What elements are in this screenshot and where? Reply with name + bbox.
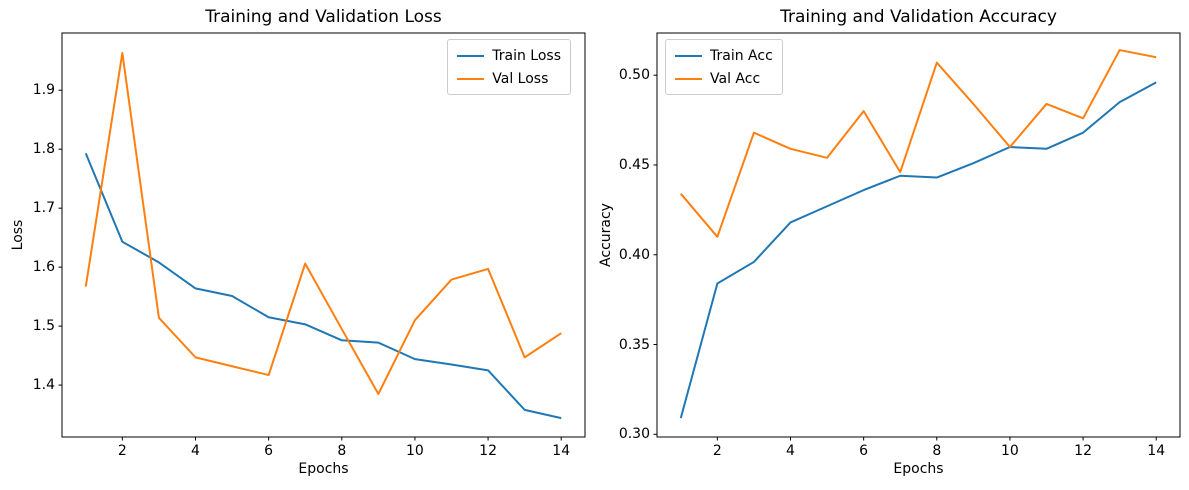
y-tick-label: 1.4 — [32, 377, 55, 394]
x-tick-label: 6 — [859, 443, 869, 459]
x-tick-label: 8 — [932, 443, 942, 459]
x-tick-label: 10 — [406, 443, 424, 459]
train-acc-line — [679, 81, 1157, 419]
legend-label: Val Loss — [492, 70, 549, 87]
y-tick-label: 0.30 — [618, 426, 650, 443]
val-acc-line — [680, 49, 1157, 238]
legend-entry: Val Acc — [675, 67, 773, 90]
y-tick-label: 1.6 — [32, 259, 55, 276]
x-tick-label: 8 — [337, 443, 347, 459]
x-tick-label: 10 — [1001, 443, 1019, 459]
val-loss-line — [84, 52, 562, 395]
y-tick-label: 1.5 — [32, 318, 55, 335]
legend-entry: Train Loss — [457, 44, 561, 67]
x-tick-label: 12 — [1074, 443, 1092, 459]
x-tick-label: 14 — [552, 443, 571, 459]
loss-plot-area — [58, 32, 586, 441]
y-tick-label: 0.50 — [618, 67, 650, 84]
legend-line-swatch — [457, 77, 485, 80]
legend: Train Acc Val Acc — [665, 39, 783, 95]
loss-chart: Training and Validation Loss Loss Epochs… — [10, 7, 586, 477]
accuracy-chart: Training and Validation Accuracy Accurac… — [595, 0, 1189, 490]
x-tick-label: 4 — [786, 443, 795, 459]
y-tick-label: 1.7 — [32, 200, 55, 217]
x-tick-label: 4 — [191, 443, 200, 459]
chart-title: Training and Validation Accuracy — [780, 7, 1057, 27]
x-tick-label: 2 — [117, 443, 127, 459]
legend: Train Loss Val Loss — [447, 39, 571, 95]
y-tick-label: 1.8 — [32, 141, 55, 158]
legend-line-swatch — [675, 54, 702, 57]
plot-frame — [656, 32, 1181, 438]
plot-frame — [61, 32, 586, 438]
legend-entry: Val Loss — [457, 67, 561, 90]
x-tick-label: 2 — [712, 443, 722, 459]
train-loss-line — [84, 152, 562, 420]
accuracy-plot-area — [653, 32, 1181, 441]
chart-title: Training and Validation Loss — [205, 7, 442, 27]
legend-entry: Train Acc — [675, 44, 773, 67]
legend-line-swatch — [457, 54, 485, 57]
legend-label: Train Acc — [710, 47, 773, 64]
x-axis-label: Epochs — [298, 461, 349, 477]
x-axis-label: Epochs — [893, 461, 944, 477]
y-tick-label: 0.45 — [618, 156, 650, 173]
legend-line-swatch — [675, 77, 702, 80]
y-tick-label: 1.9 — [32, 82, 55, 99]
y-tick-label: 0.35 — [618, 336, 650, 353]
x-tick-label: 12 — [479, 443, 497, 459]
x-tick-label: 14 — [1147, 443, 1166, 459]
x-tick-label: 6 — [264, 443, 274, 459]
legend-label: Val Acc — [710, 70, 761, 87]
legend-label: Train Loss — [492, 47, 561, 64]
y-tick-label: 0.40 — [618, 246, 650, 263]
